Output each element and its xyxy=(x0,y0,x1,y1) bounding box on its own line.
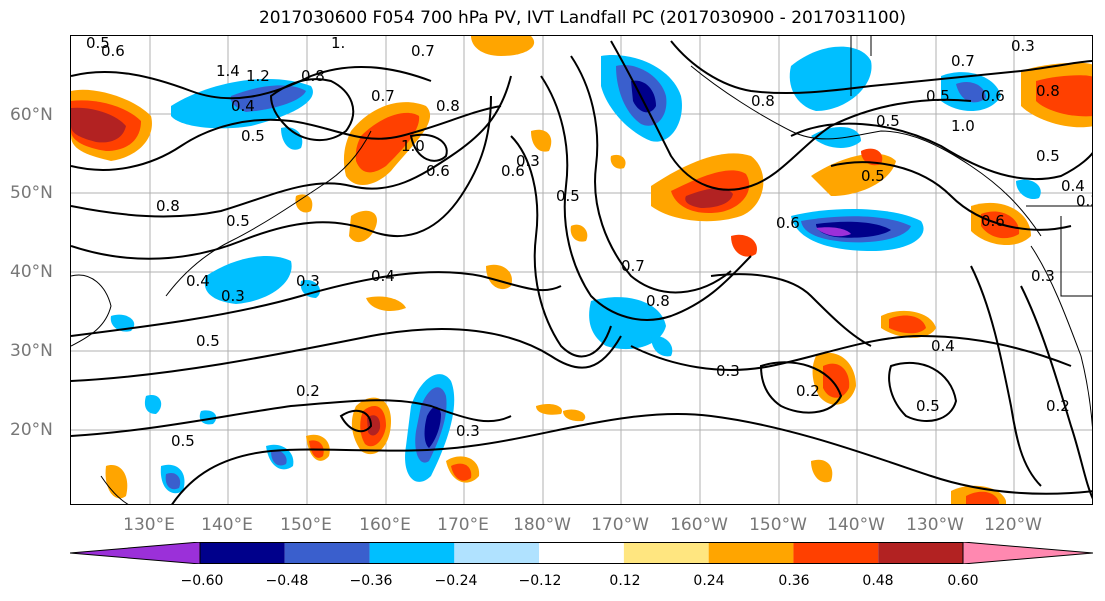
colorbar-segment xyxy=(708,542,794,564)
contour-label: 0.4 xyxy=(186,272,210,290)
contour-label: 0.5 xyxy=(226,212,250,230)
lon-label-170w: 170°W xyxy=(591,515,649,535)
contour-label: 0.8 xyxy=(436,97,460,115)
contour-label: 0.2 xyxy=(296,382,320,400)
contour-label: 0.3 xyxy=(1076,192,1093,210)
colorbar-segment xyxy=(70,542,201,564)
contour-label: 0.4 xyxy=(371,267,395,285)
contour-label: 0.6 xyxy=(981,212,1005,230)
lon-label-180w: 180°W xyxy=(513,515,571,535)
contour-label: 0.3 xyxy=(716,362,740,380)
lon-label-160e: 160°E xyxy=(359,515,411,535)
contour-label: 0.5 xyxy=(241,127,265,145)
colorbar xyxy=(70,542,1093,564)
contour-label: 0.5 xyxy=(926,87,950,105)
contour-label: 0.5 xyxy=(916,397,940,415)
colorbar-tick: −0.12 xyxy=(518,573,562,589)
coastlines xyxy=(71,36,1092,504)
contour-label: 0.6 xyxy=(776,214,800,232)
colorbar-segment xyxy=(454,542,540,564)
lat-label-30n: 30°N xyxy=(10,341,53,361)
contour-label: 0.5 xyxy=(86,36,110,52)
contour-label: 0.3 xyxy=(296,272,320,290)
contour-label: 0.5 xyxy=(171,432,195,450)
contour-label: 0.2 xyxy=(796,382,820,400)
contour-label: 0.6 xyxy=(501,162,525,180)
contour-label: 1.4 xyxy=(216,62,240,80)
contour-label: 1.0 xyxy=(951,117,975,135)
contour-label: 0.8 xyxy=(156,197,180,215)
colorbar-segment xyxy=(623,542,709,564)
contour-label: 1.0 xyxy=(401,137,425,155)
colorbar-segment xyxy=(200,542,285,564)
contour-label: 0.5 xyxy=(876,112,900,130)
lon-label-140w: 140°W xyxy=(827,515,885,535)
colorbar-tick: −0.36 xyxy=(349,573,393,589)
contour-label: 0.7 xyxy=(951,52,975,70)
contour-label: 0.4 xyxy=(931,337,955,355)
lon-label-130e: 130°E xyxy=(123,515,175,535)
contour-label: 0.8 xyxy=(1036,82,1060,100)
contour-label: 1. xyxy=(331,36,345,52)
contour-label: 0.6 xyxy=(426,162,450,180)
map-canvas: 0.6 0.5 1.4 1.2 0.4 0.5 0.8 1. 0.7 0.7 0… xyxy=(71,36,1093,504)
ivt-shading xyxy=(71,36,1092,504)
map-title: 2017030600 F054 700 hPa PV, IVT Landfall… xyxy=(258,8,906,28)
contour-label: 0.8 xyxy=(301,67,325,85)
lon-label-150e: 150°E xyxy=(280,515,332,535)
contour-label: 0.7 xyxy=(411,42,435,60)
colorbar-tick: −0.24 xyxy=(434,573,478,589)
contour-label: 0.7 xyxy=(621,257,645,275)
contour-label: 0.4 xyxy=(1061,177,1085,195)
contour-label: 0.5 xyxy=(556,187,580,205)
contour-label: 0.3 xyxy=(221,287,245,305)
contour-label: 0.8 xyxy=(751,92,775,110)
lon-label-130w: 130°W xyxy=(906,515,964,535)
colorbar-segment xyxy=(539,542,624,564)
colorbar-tick: −0.60 xyxy=(180,573,224,589)
contour-label: 0.2 xyxy=(1046,397,1070,415)
contour-label: 0.3 xyxy=(516,152,540,170)
colorbar-tick: 0.60 xyxy=(947,573,979,589)
contour-label: 0.3 xyxy=(1011,37,1035,55)
contour-label: 1.2 xyxy=(246,67,270,85)
colorbar-tick: 0.24 xyxy=(693,573,725,589)
contour-label: 0.5 xyxy=(1036,147,1060,165)
contour-label: 0.6 xyxy=(101,42,125,60)
colorbar-tick: 0.36 xyxy=(778,573,810,589)
colorbar-outline xyxy=(199,542,964,564)
contour-label: 0.4 xyxy=(231,97,255,115)
lat-label-40n: 40°N xyxy=(10,262,53,282)
contour-label: 0.5 xyxy=(861,167,885,185)
contour-label: 0.3 xyxy=(1031,267,1055,285)
lon-label-160w: 160°W xyxy=(670,515,728,535)
contour-label: 0.3 xyxy=(456,422,480,440)
contour-label: 0.8 xyxy=(646,292,670,310)
colorbar-tick: −0.48 xyxy=(265,573,309,589)
lon-label-150w: 150°W xyxy=(749,515,807,535)
map-panel: 0.6 0.5 1.4 1.2 0.4 0.5 0.8 1. 0.7 0.7 0… xyxy=(70,35,1093,505)
colorbar-segment xyxy=(284,542,370,564)
lat-label-60n: 60°N xyxy=(10,105,53,125)
colorbar-tick: 0.48 xyxy=(862,573,894,589)
contour-label: 0.6 xyxy=(981,87,1005,105)
lat-label-50n: 50°N xyxy=(10,183,53,203)
lon-label-140e: 140°E xyxy=(201,515,253,535)
colorbar-tick: 0.12 xyxy=(609,573,641,589)
contour-labels: 0.6 0.5 1.4 1.2 0.4 0.5 0.8 1. 0.7 0.7 0… xyxy=(86,36,1093,450)
contour-label: 0.7 xyxy=(371,87,395,105)
colorbar-segment xyxy=(369,542,455,564)
lon-label-120w: 120°W xyxy=(984,515,1042,535)
lon-label-170e: 170°E xyxy=(437,515,489,535)
pv-contours xyxy=(71,40,1092,504)
colorbar-segment xyxy=(962,542,1093,564)
colorbar-segment xyxy=(793,542,879,564)
colorbar-segment xyxy=(878,542,963,564)
contour-label: 0.5 xyxy=(196,332,220,350)
lat-label-20n: 20°N xyxy=(10,420,53,440)
